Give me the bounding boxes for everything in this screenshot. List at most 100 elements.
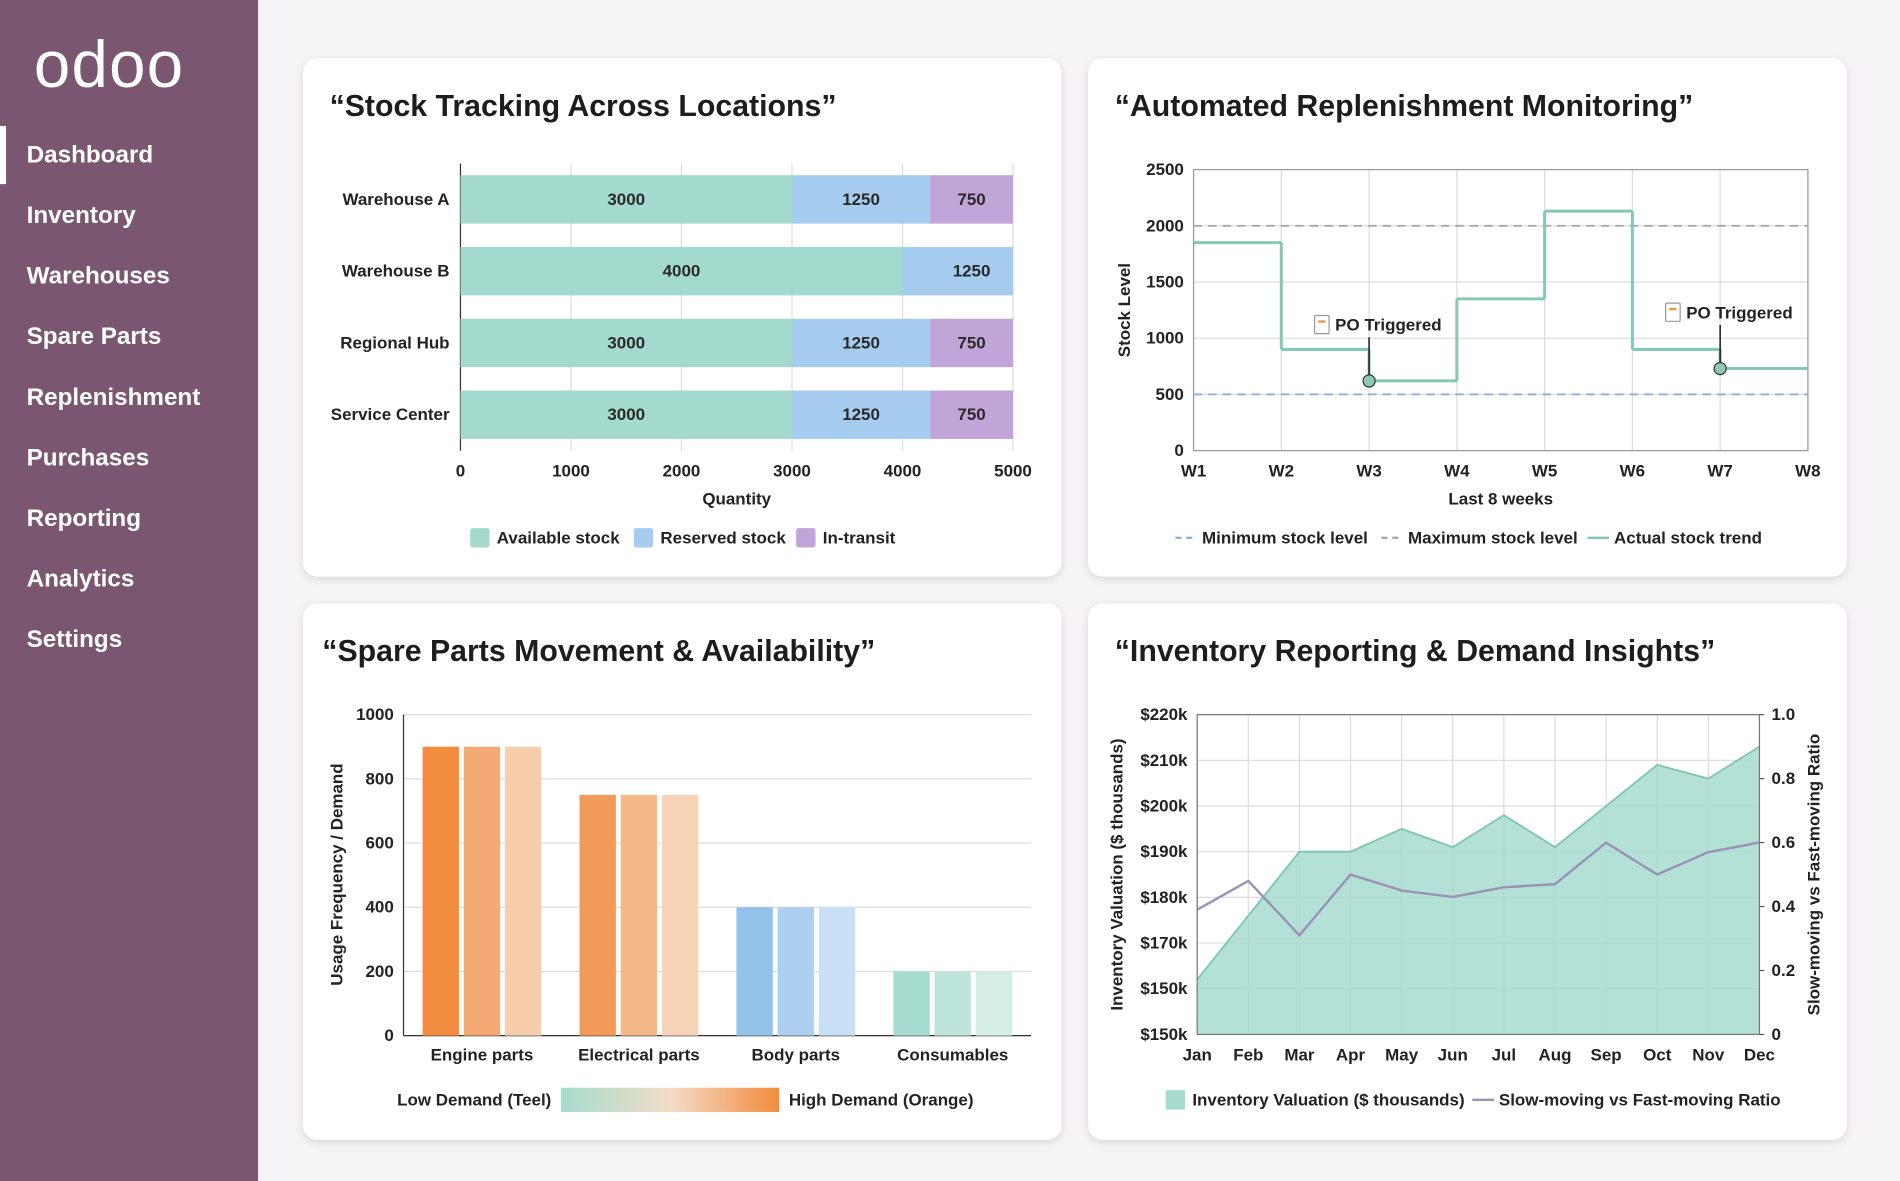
card-title: “Inventory Reporting & Demand Insights” (1115, 635, 1715, 668)
x-tick-label: W4 (1444, 462, 1470, 481)
plot-frame (1196, 714, 1761, 1036)
legend-label: Maximum stock level (1408, 528, 1578, 547)
x-tick-label: Jan (1183, 1046, 1212, 1065)
x-tick-label: Nov (1692, 1046, 1725, 1065)
bar-segment (930, 318, 1014, 368)
menu-item[interactable]: Reporting (27, 505, 141, 532)
data-label: 750 (957, 405, 985, 424)
bar (661, 794, 699, 1036)
area-fill (1197, 746, 1760, 1035)
legend-swatch (633, 528, 654, 548)
menu-item[interactable]: Settings (27, 626, 123, 653)
area-edge (1196, 745, 1760, 981)
sidebar (0, 0, 259, 1181)
y-tick-label: 1500 (1146, 272, 1184, 291)
x-tick-label: 2000 (663, 462, 701, 481)
bar (620, 794, 658, 1036)
colorbar-high-label: High Demand (Orange) (789, 1090, 974, 1109)
x-tick-label: Dec (1744, 1046, 1775, 1065)
legend-label: Available stock (497, 528, 620, 547)
menu-item[interactable]: Replenishment (27, 384, 201, 411)
data-label: 750 (957, 190, 985, 209)
legend-label: Minimum stock level (1202, 528, 1368, 547)
y-tick-label: Warehouse A (342, 190, 449, 209)
y-tick-label: $190k (1140, 842, 1188, 861)
annotation-marker (1362, 374, 1376, 388)
x-tick-label: W8 (1795, 462, 1820, 481)
x-axis-label: Last 8 weeks (1448, 490, 1553, 509)
data-label: 1250 (842, 405, 880, 424)
y-tick-label: 1000 (1146, 329, 1184, 348)
legend-label: Slow-moving vs Fast-moving Ratio (1499, 1090, 1781, 1109)
y-tick-label: 600 (366, 834, 394, 853)
bar-segment (460, 246, 903, 296)
x-tick-label: Jun (1438, 1046, 1468, 1065)
x-tick-label: Jul (1492, 1046, 1517, 1065)
bar-segment (902, 246, 1014, 296)
data-label: 750 (957, 333, 985, 352)
annotation-icon-mark (1318, 320, 1326, 323)
bar-segment (460, 390, 792, 439)
y-tick-label: $210k (1140, 751, 1188, 770)
card (302, 58, 1062, 577)
y-tick-label: $200k (1140, 797, 1188, 816)
card-title: “Stock Tracking Across Locations” (330, 90, 837, 123)
legend-label: Reserved stock (660, 528, 786, 547)
y2-tick-label: 1.0 (1772, 705, 1796, 724)
x-tick-label: Aug (1538, 1046, 1571, 1065)
x-tick-label: 0 (456, 462, 465, 481)
data-label: 1250 (842, 190, 880, 209)
x-tick-label: W7 (1707, 462, 1732, 481)
legend-swatch (796, 528, 816, 548)
annotation-icon-mark (1669, 307, 1677, 311)
x-tick-label: 5000 (994, 462, 1032, 481)
y2-tick-label: 0.8 (1772, 769, 1796, 788)
legend-swatch (1165, 1090, 1186, 1110)
x-tick-label: W5 (1532, 462, 1557, 481)
x-axis-label: Quantity (702, 490, 771, 509)
annotation-icon (1313, 314, 1330, 335)
menu-item[interactable]: Analytics (27, 565, 135, 592)
y-tick-label: Warehouse B (342, 262, 450, 281)
bar-segment (791, 175, 931, 224)
bar-segment (930, 175, 1014, 224)
y2-tick-label: 0.4 (1772, 897, 1796, 916)
card-title: “Automated Replenishment Monitoring” (1115, 90, 1694, 123)
menu-item[interactable]: Purchases (27, 444, 150, 471)
x-tick-label: Mar (1284, 1046, 1315, 1065)
x-tick-label: W6 (1620, 462, 1645, 481)
menu-item[interactable]: Inventory (27, 202, 137, 229)
bar-segment (460, 175, 792, 224)
y2-tick-label: 0 (1772, 1025, 1781, 1044)
annotation-label: PO Triggered (1686, 303, 1792, 322)
y-tick-label: $180k (1140, 888, 1188, 907)
data-label: 3000 (607, 333, 645, 352)
y-axis-label: Usage Frequency / Demand (327, 763, 346, 985)
plot-frame (1192, 168, 1809, 452)
y-tick-label: Regional Hub (340, 333, 449, 352)
x-tick-label: W2 (1269, 462, 1294, 481)
card-title: “Spare Parts Movement & Availability” (322, 635, 875, 668)
y2-tick-label: 0.6 (1772, 833, 1796, 852)
x-tick-label: 1000 (552, 462, 590, 481)
x-tick-label: Consumables (897, 1046, 1008, 1065)
y-tick-label: Service Center (331, 405, 450, 424)
menu-item[interactable]: Dashboard (27, 142, 154, 169)
menu-item[interactable]: Spare Parts (27, 323, 162, 350)
bar (975, 971, 1013, 1036)
bar (422, 746, 459, 1036)
bar-segment (460, 318, 792, 368)
y-tick-label: 2500 (1146, 160, 1184, 179)
menu-item[interactable]: Warehouses (27, 263, 170, 290)
x-tick-label: Electrical parts (578, 1046, 700, 1065)
line (1196, 841, 1760, 938)
annotation-label: PO Triggered (1335, 316, 1441, 335)
y-tick-label: 0 (384, 1026, 393, 1045)
bar (463, 746, 501, 1036)
bar (818, 907, 856, 1036)
x-tick-label: May (1385, 1046, 1419, 1065)
y-tick-label: 0 (1174, 441, 1183, 460)
legend-label: Actual stock trend (1614, 528, 1762, 547)
